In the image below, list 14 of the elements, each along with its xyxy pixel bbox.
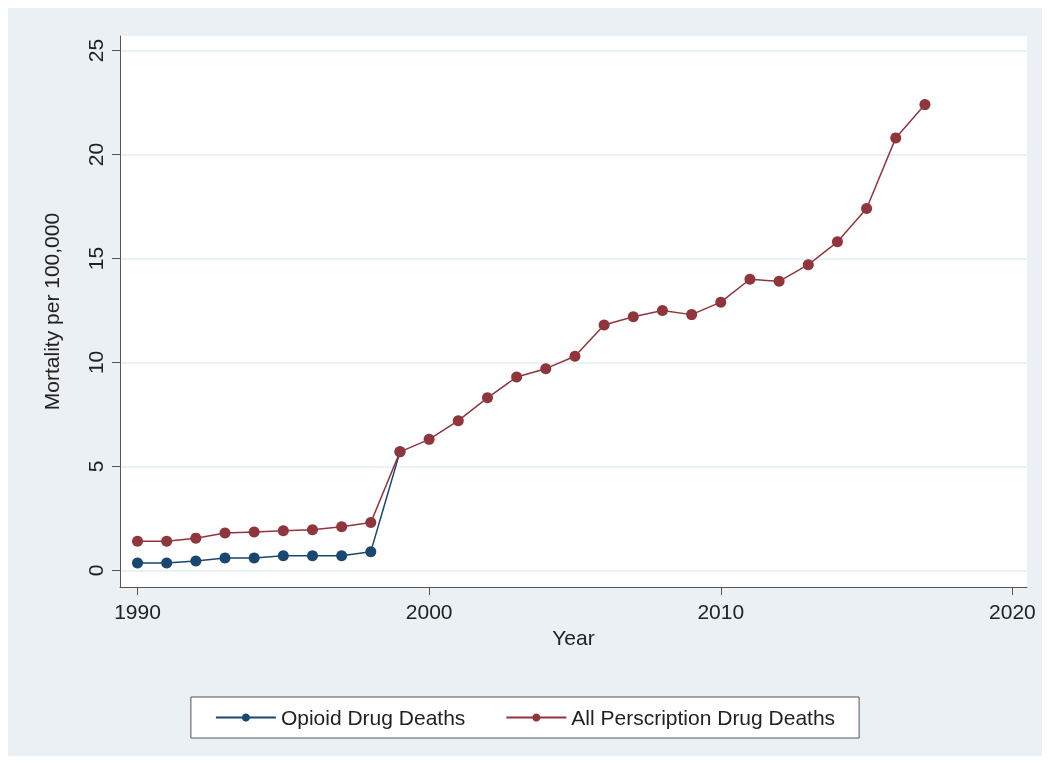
- x-axis-title: Year: [552, 626, 595, 649]
- y-tick-label: 20: [84, 142, 107, 167]
- legend-label: All Perscription Drug Deaths: [571, 706, 836, 729]
- y-tick-label: 5: [84, 460, 107, 473]
- y-tick-label: 25: [84, 38, 107, 63]
- y-tick-label: 0: [84, 564, 107, 577]
- x-tick-label: 2010: [697, 600, 745, 623]
- x-tick-label: 1990: [114, 600, 161, 623]
- legend-label: Opioid Drug Deaths: [280, 706, 466, 729]
- y-tick-label: 10: [84, 350, 107, 375]
- x-tick-label: 2020: [989, 600, 1036, 623]
- x-tick-label: 2000: [405, 600, 453, 623]
- y-axis-title: Mortality per 100,000: [40, 212, 63, 411]
- y-tick-label: 15: [84, 246, 107, 271]
